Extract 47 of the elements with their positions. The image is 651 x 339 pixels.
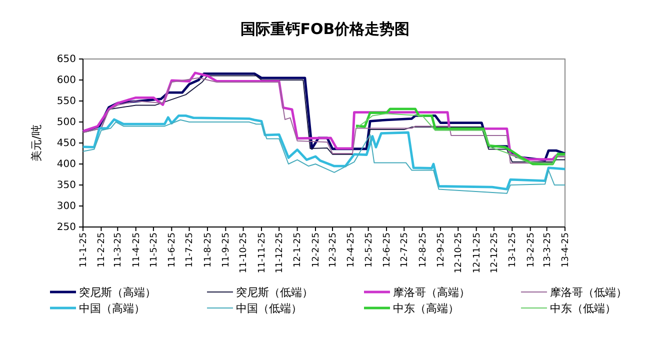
x-tick-label: 12-6-25 — [382, 232, 392, 268]
x-tick-label: 13-1-25 — [508, 232, 518, 268]
x-tick-label: 11-8-25 — [203, 232, 214, 268]
x-tick-label: 12-5-25 — [364, 232, 374, 268]
y-tick-label: 350 — [56, 180, 76, 192]
x-tick-label: 11-4-25 — [132, 232, 142, 268]
y-axis-title: 美元/吨 — [30, 124, 43, 162]
x-tick-label: 11-10-25 — [239, 232, 250, 274]
chart-title: 国际重钙FOB价格走势图 — [240, 20, 410, 38]
x-tick-label: 12-8-25 — [418, 232, 428, 268]
legend-label: 突尼斯（高端） — [79, 286, 156, 299]
x-tick-label: 12-3-25 — [328, 232, 338, 268]
x-tick-label: 11-7-25 — [185, 232, 196, 268]
x-tick-label: 12-7-25 — [400, 232, 410, 268]
x-tick-label: 13-3-25 — [542, 232, 553, 268]
x-tick-label: 12-2-25 — [311, 232, 322, 268]
y-tick-label: 500 — [56, 117, 76, 128]
x-tick-label: 11-12-25 — [275, 232, 286, 274]
legend-label: 摩洛哥（低端） — [550, 286, 627, 299]
x-tick-label: 12-11-25 — [472, 232, 482, 274]
y-tick-label: 450 — [56, 138, 76, 150]
x-tick-label: 12-1-25 — [293, 232, 304, 268]
x-tick-label: 11-3-25 — [114, 232, 124, 268]
legend-label: 中国（低端） — [236, 302, 302, 315]
legend-label: 摩洛哥（高端） — [393, 286, 470, 299]
x-tick-label: 13-2-25 — [526, 232, 536, 268]
x-tick-label: 12-4-25 — [346, 232, 357, 268]
y-tick-label: 250 — [56, 222, 76, 234]
x-tick-label: 11-1-25 — [78, 232, 89, 268]
x-tick-label: 13-4-25 — [560, 232, 571, 268]
y-tick-label: 300 — [56, 201, 76, 212]
y-tick-label: 600 — [56, 75, 76, 86]
x-tick-label: 12-10-25 — [454, 232, 464, 274]
x-tick-label: 11-11-25 — [257, 232, 268, 274]
x-tick-label: 11-6-25 — [168, 232, 178, 268]
x-tick-label: 11-2-25 — [97, 232, 108, 268]
legend-label: 中国（高端） — [79, 302, 145, 315]
y-tick-label: 550 — [56, 96, 76, 108]
legend-label: 中东（高端） — [393, 302, 459, 315]
x-tick-label: 11-5-25 — [149, 232, 160, 268]
x-tick-label: 12-9-25 — [436, 232, 446, 268]
x-tick-label: 12-12-25 — [490, 232, 500, 274]
y-tick-label: 400 — [56, 159, 76, 170]
x-tick-label: 11-9-25 — [222, 232, 232, 268]
legend-label: 中东（低端） — [550, 302, 616, 315]
legend-label: 突尼斯（低端） — [236, 286, 313, 299]
y-tick-label: 650 — [56, 54, 76, 66]
